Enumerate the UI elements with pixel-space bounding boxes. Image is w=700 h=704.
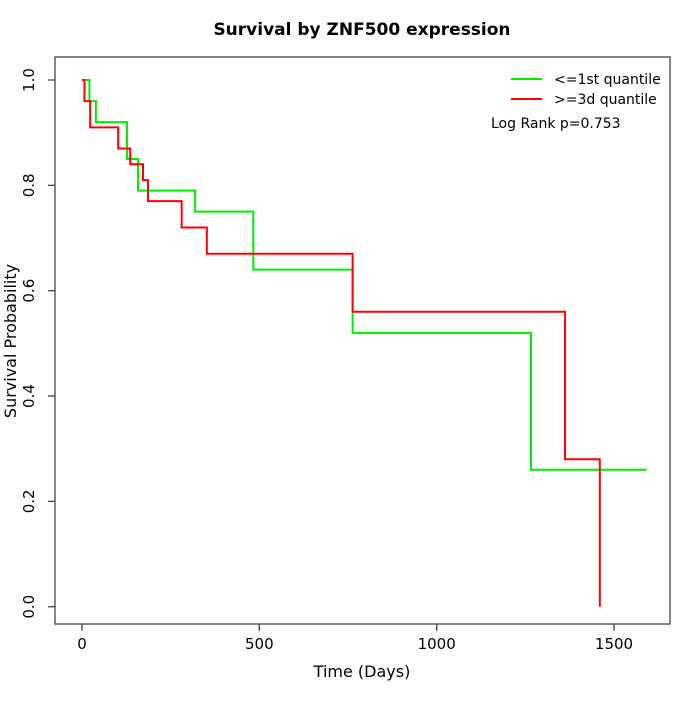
y-axis-label: Survival Probability bbox=[1, 264, 20, 418]
legend: <=1st quantile >=3d quantile Log Rank p=… bbox=[491, 72, 661, 132]
x-tick-label: 1500 bbox=[595, 635, 633, 653]
y-tick-label: 1.0 bbox=[20, 68, 38, 92]
y-tick-label: 0.2 bbox=[20, 489, 38, 513]
x-axis-label: Time (Days) bbox=[313, 662, 411, 681]
x-tick-label: 1000 bbox=[418, 635, 456, 653]
plot-border bbox=[54, 56, 671, 625]
chart-title: Survival by ZNF500 expression bbox=[213, 20, 510, 40]
y-tick-label: 0.4 bbox=[20, 384, 38, 408]
y-tick-label: 0.0 bbox=[20, 595, 38, 619]
survival-curve-group2 bbox=[82, 79, 601, 607]
survival-curve-group1 bbox=[82, 79, 647, 471]
x-tick-label: 500 bbox=[245, 635, 274, 653]
y-tick-label: 0.6 bbox=[20, 279, 38, 303]
x-tick-label: 0 bbox=[77, 635, 87, 653]
log-rank-annotation: Log Rank p=0.753 bbox=[491, 116, 621, 132]
legend-label-group1: <=1st quantile bbox=[554, 72, 661, 88]
legend-label-group2: >=3d quantile bbox=[554, 92, 657, 108]
survival-curves bbox=[82, 79, 647, 607]
x-axis-ticks: 0 500 1000 1500 bbox=[77, 624, 633, 653]
y-tick-label: 0.8 bbox=[20, 173, 38, 197]
y-axis-ticks: 1.0 0.8 0.6 0.4 0.2 0.0 bbox=[20, 68, 55, 619]
